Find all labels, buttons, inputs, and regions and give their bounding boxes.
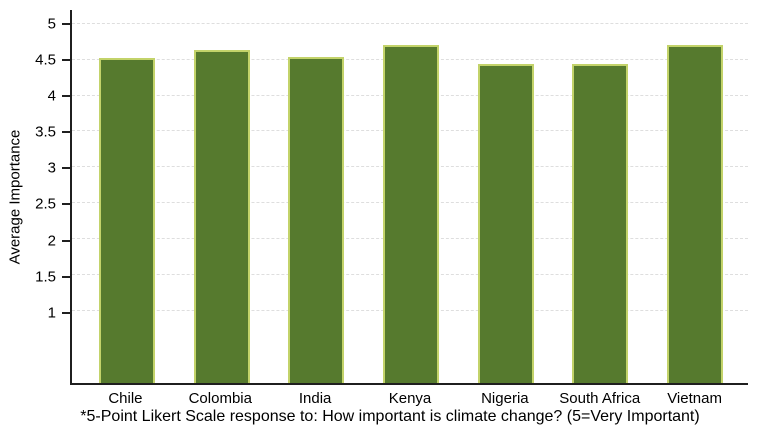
x-category-label: Vietnam [667, 390, 722, 407]
x-category-label: South Africa [559, 390, 641, 407]
y-tick-label: 4 [47, 87, 56, 105]
y-tick-mark [62, 275, 70, 278]
y-tick-mark [62, 203, 70, 206]
y-tick-label: 2.5 [35, 195, 56, 213]
y-tick-mark [62, 167, 70, 170]
y-tick-label: 2 [47, 232, 56, 249]
bar-slot [80, 10, 175, 383]
x-category-label: Kenya [388, 390, 432, 407]
bar-kenya [383, 45, 440, 383]
y-tick-mark [62, 239, 70, 242]
gridline [72, 22, 748, 24]
y-tick-mark [62, 131, 70, 134]
y-tick-label: 1 [47, 304, 56, 322]
bar-south-africa [572, 63, 629, 383]
y-tick-label: 1.5 [35, 268, 56, 286]
bar-slot [647, 10, 742, 383]
bar-vietnam [666, 44, 723, 383]
bar-chile [99, 58, 156, 383]
y-tick-label: 5 [47, 15, 56, 33]
bar-colombia [193, 49, 250, 383]
x-category-label: India [298, 390, 332, 407]
y-tick-mark [62, 22, 70, 25]
bar-slot [553, 10, 648, 383]
bar-slot [269, 10, 364, 383]
x-category-label: Nigeria [481, 390, 529, 407]
y-tick-mark [62, 94, 70, 97]
plot-area [70, 10, 748, 385]
bar-india [288, 56, 345, 383]
bar-slot [458, 10, 553, 383]
x-category-label: Chile [108, 390, 143, 407]
y-axis-ticks: 1 1.5 2 2.5 3 3.5 4 4.5 5 [0, 10, 70, 385]
y-tick-mark [62, 311, 70, 314]
bar-nigeria [477, 63, 534, 383]
x-category-label: Colombia [188, 390, 252, 407]
bar-slot [364, 10, 459, 383]
y-tick-label: 4.5 [35, 51, 56, 69]
y-tick-mark [62, 58, 70, 61]
y-tick-label: 3 [47, 159, 56, 177]
footnote-caption: *5-Point Likert Scale response to: How i… [80, 408, 700, 425]
bars-layer [72, 10, 748, 383]
x-axis-labels: Chile Colombia India Kenya Nigeria South Afri… [70, 390, 748, 410]
y-tick-label: 3.5 [35, 123, 56, 141]
bar-slot [175, 10, 270, 383]
